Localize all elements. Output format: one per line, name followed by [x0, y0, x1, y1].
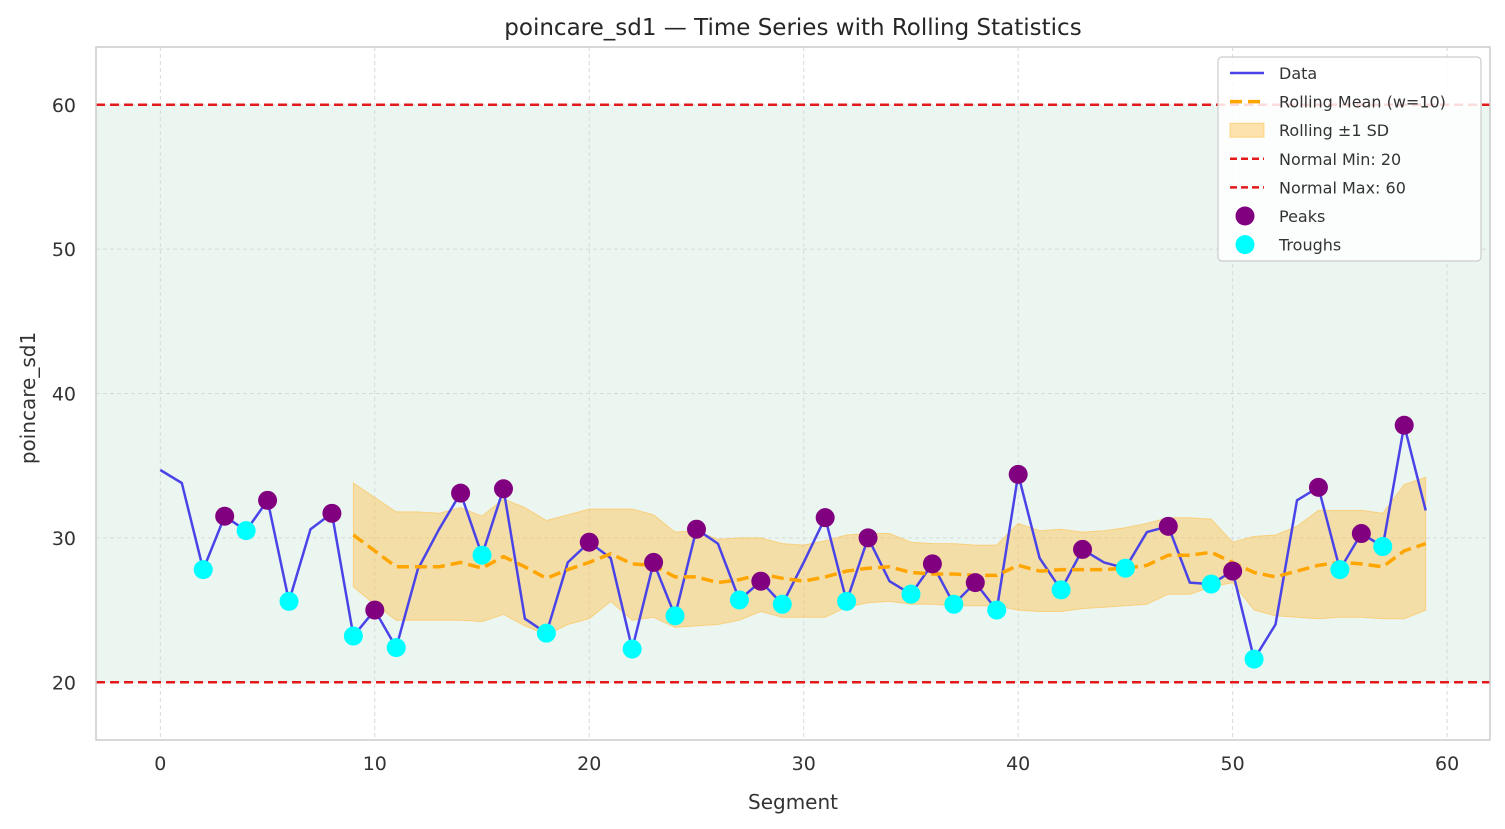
trough-marker — [901, 584, 921, 604]
trough-marker — [472, 545, 492, 565]
y-tick-label: 40 — [52, 384, 76, 406]
peak-marker — [644, 552, 664, 572]
rolling-mean-line — [352, 533, 1427, 585]
chart-title: poincare_sd1 — Time Series with Rolling … — [504, 15, 1081, 41]
trough-marker — [622, 639, 642, 659]
legend-swatch-sd-band — [1229, 122, 1265, 138]
legend-entry-label: Rolling Mean (w=10) — [1279, 93, 1446, 112]
x-axis-label: Segment — [748, 790, 838, 814]
trough-marker — [343, 626, 363, 646]
peak-marker — [258, 490, 278, 510]
y-tick-label: 60 — [52, 95, 76, 117]
y-tick-label: 50 — [52, 239, 76, 261]
trough-marker — [837, 591, 857, 611]
x-tick-label: 40 — [1006, 753, 1030, 775]
trough-marker — [193, 560, 213, 580]
x-tick-label: 60 — [1435, 753, 1459, 775]
trough-marker — [1373, 537, 1393, 557]
x-tick-label: 30 — [792, 753, 816, 775]
trough-marker — [944, 594, 964, 614]
trough-marker — [987, 600, 1007, 620]
x-tick-label: 50 — [1221, 753, 1245, 775]
peak-marker — [1351, 524, 1371, 544]
y-tick-label: 30 — [52, 528, 76, 550]
trough-marker — [772, 594, 792, 614]
peak-marker — [965, 573, 985, 593]
rolling-sd-band — [352, 476, 1427, 636]
peak-marker — [1158, 516, 1178, 536]
legend-box — [1217, 56, 1482, 262]
legend-swatch-marker — [1235, 235, 1255, 255]
peak-marker — [1073, 539, 1093, 559]
trough-marker — [386, 638, 406, 658]
trough-marker — [1115, 558, 1135, 578]
y-tick-label: 20 — [52, 672, 76, 694]
peak-marker — [215, 506, 235, 526]
legend-entry-label: Peaks — [1279, 207, 1325, 226]
legend-entry-label: Rolling ±1 SD — [1279, 121, 1389, 140]
x-tick-label: 0 — [154, 753, 166, 775]
trough-marker — [665, 606, 685, 626]
peak-marker — [322, 503, 342, 523]
peak-marker — [1008, 464, 1028, 484]
peak-marker — [686, 519, 706, 539]
trough-marker — [1201, 574, 1221, 594]
legend-entry-label: Normal Max: 60 — [1279, 178, 1406, 197]
peak-marker — [815, 508, 835, 528]
axes-frame — [95, 46, 1491, 741]
legend-entry-label: Troughs — [1278, 236, 1341, 255]
y-axis-label: poincare_sd1 — [16, 332, 40, 464]
trough-marker — [279, 591, 299, 611]
peak-marker — [1308, 477, 1328, 497]
peak-marker — [579, 532, 599, 552]
peak-marker — [1394, 415, 1414, 435]
peak-marker — [922, 554, 942, 574]
x-tick-label: 20 — [577, 753, 601, 775]
peak-marker — [493, 479, 513, 499]
x-tick-label: 10 — [363, 753, 387, 775]
peak-marker — [751, 571, 771, 591]
trough-marker — [1244, 649, 1264, 669]
trough-marker — [1330, 560, 1350, 580]
legend: Data Rolling Mean (w=10) Rolling ±1 SD Norm… — [1217, 56, 1482, 262]
trough-marker — [536, 623, 556, 643]
trough-marker — [729, 590, 749, 610]
legend-entry-label: Normal Min: 20 — [1279, 150, 1401, 169]
peak-marker — [858, 528, 878, 548]
legend-swatch-marker — [1235, 206, 1255, 226]
peak-marker — [451, 483, 471, 503]
trough-marker — [1051, 580, 1071, 600]
peak-marker — [1223, 561, 1243, 581]
legend-entry-label: Data — [1279, 64, 1317, 83]
peak-marker — [365, 600, 385, 620]
trough-marker — [236, 521, 256, 541]
